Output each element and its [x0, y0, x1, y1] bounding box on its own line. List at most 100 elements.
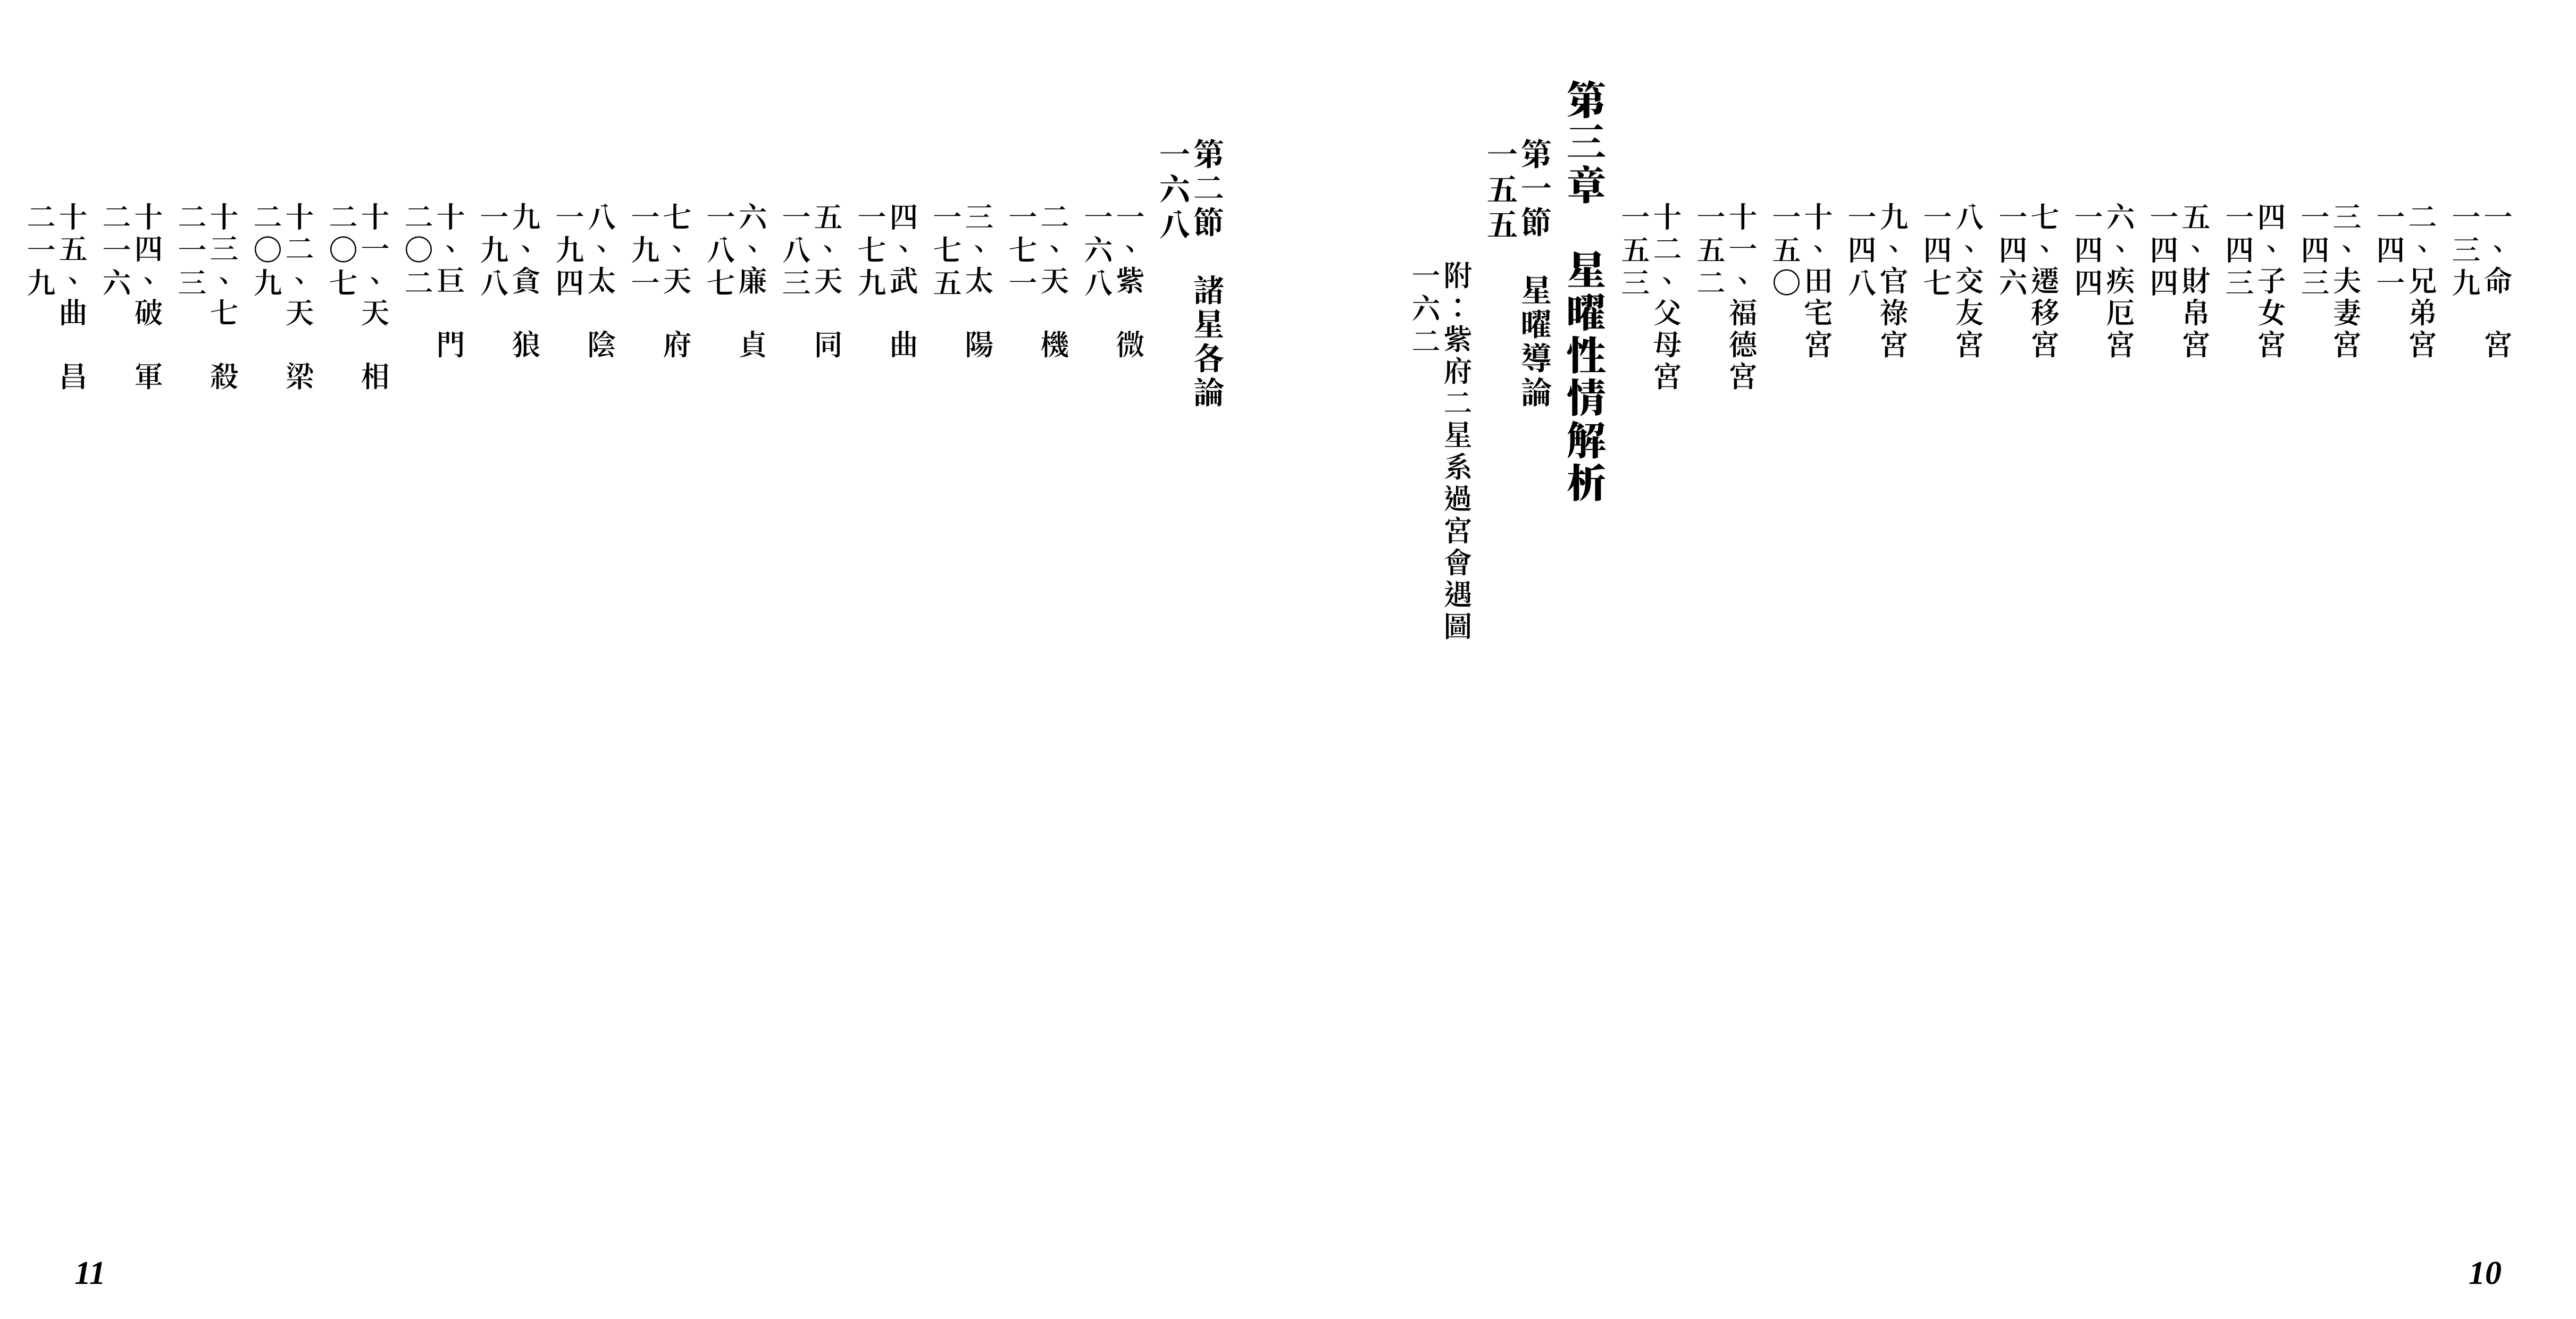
dot-leaders: [961, 212, 965, 1160]
toc-entry: 十、田宅宮一五〇: [1772, 80, 1833, 1170]
dot-leaders: [1518, 148, 1521, 1160]
entry-page: 一九四: [555, 202, 584, 1170]
toc-entry: 十、巨 門二〇二: [404, 80, 465, 1170]
toc-entry: 十四、破 軍二一六: [102, 80, 163, 1170]
dot-leaders: [1725, 212, 1728, 1160]
dot-leaders: [2480, 212, 2483, 1160]
entry-page: 一五三: [1621, 202, 1650, 1170]
entry-page: 一七一: [1008, 202, 1037, 1170]
entry-title: 五、財帛宮: [2181, 202, 2210, 1170]
dot-leaders: [810, 212, 814, 1160]
entry-title: 三、太 陽: [965, 202, 993, 1170]
entry-title: 七、天 府: [663, 202, 691, 1170]
entry-title: 一、命 宮: [2483, 202, 2512, 1170]
dot-leaders: [55, 212, 58, 1160]
entry-title: 附：紫府二星系過宮會遇圖: [1443, 261, 1472, 1170]
dot-leaders: [1190, 148, 1193, 1160]
section-heading: 第二節 諸星各論一六八: [1159, 80, 1224, 1170]
page-right: 一、命 宮一三九二、兄弟宮一四一三、夫妻宮一四三四、子女宮一四三五、財帛宮一四四…: [1288, 0, 2576, 1319]
dot-leaders: [584, 212, 587, 1160]
entry-title: 二、兄弟宮: [2408, 202, 2437, 1170]
entry-page: 一七九: [857, 202, 886, 1170]
dot-leaders: [508, 212, 512, 1160]
entry-title: 第三章 星曜性情解析: [1567, 80, 1606, 1170]
chapter-heading: 第三章 星曜性情解析: [1567, 80, 1606, 1170]
entry-page: 一四三: [2225, 202, 2254, 1170]
entry-title: 四、子女宮: [2257, 202, 2286, 1170]
entry-page: 一六八: [1159, 138, 1190, 1170]
dot-leaders: [282, 212, 285, 1160]
dot-leaders: [1440, 270, 1443, 1160]
toc-entry: 四、武 曲一七九: [857, 80, 918, 1170]
toc-entry: 五、財帛宮一四四: [2150, 80, 2210, 1170]
toc-entry: 一、紫 微一六八: [1084, 80, 1144, 1170]
entry-title: 五、天 同: [814, 202, 842, 1170]
dot-leaders: [1650, 212, 1653, 1160]
page-number-right: 10: [2469, 1255, 2502, 1292]
toc-entry: 附：紫府二星系過宮會遇圖一六二: [1411, 80, 1472, 1170]
entry-page: 一四三: [2301, 202, 2329, 1170]
entry-page: 一四一: [2376, 202, 2405, 1170]
entry-title: 十二、天 梁: [285, 202, 314, 1170]
entry-title: 十一、福德宮: [1728, 202, 1757, 1170]
toc-columns-right: 一、命 宮一三九二、兄弟宮一四一三、夫妻宮一四三四、子女宮一四三五、財帛宮一四四…: [1352, 80, 2512, 1170]
entry-title: 八、交友宮: [1955, 202, 1984, 1170]
entry-page: 二〇七: [329, 202, 357, 1170]
entry-page: 一四四: [2150, 202, 2178, 1170]
toc-entry: 三、太 陽一七五: [933, 80, 993, 1170]
toc-entry: 八、太 陰一九四: [555, 80, 616, 1170]
page-left: 第二節 諸星各論一六八一、紫 微一六八二、天 機一七一三、太 陽一七五四、武 曲…: [0, 0, 1288, 1319]
dot-leaders: [2027, 212, 2030, 1160]
toc-entry: 十一、福德宮一五二: [1696, 80, 1757, 1170]
entry-title: 十四、破 軍: [134, 202, 163, 1170]
entry-title: 第二節 諸星各論: [1193, 138, 1224, 1170]
toc-entry: 二、天 機一七一: [1008, 80, 1069, 1170]
entry-page: 一七五: [933, 202, 961, 1170]
dot-leaders: [2254, 212, 2257, 1160]
entry-page: 一五〇: [1772, 202, 1801, 1170]
entry-page: 二〇九: [253, 202, 282, 1170]
dot-leaders: [1801, 212, 1804, 1160]
entry-page: 一三九: [2452, 202, 2480, 1170]
section-heading: 第一節 星曜導論一五五: [1487, 80, 1552, 1170]
entry-page: 二一三: [178, 202, 206, 1170]
entry-page: 一五五: [1487, 138, 1518, 1170]
toc-entry: 十二、天 梁二〇九: [253, 80, 314, 1170]
toc-entry: 四、子女宮一四三: [2225, 80, 2286, 1170]
toc-entry: 八、交友宮一四七: [1923, 80, 1984, 1170]
toc-entry: 七、遷移宮一四六: [1998, 80, 2059, 1170]
toc-entry: 九、官祿宮一四八: [1847, 80, 1908, 1170]
entry-page: 一八三: [782, 202, 810, 1170]
entry-page: 一九八: [480, 202, 508, 1170]
entry-page: 一六八: [1084, 202, 1113, 1170]
entry-page: 一四六: [1998, 202, 2027, 1170]
entry-title: 十三、七 殺: [210, 202, 238, 1170]
entry-page: 一四八: [1847, 202, 1876, 1170]
toc-entry: 十三、七 殺二一三: [178, 80, 238, 1170]
entry-title: 二、天 機: [1040, 202, 1069, 1170]
entry-title: 九、官祿宮: [1879, 202, 1908, 1170]
entry-page: 一五二: [1696, 202, 1725, 1170]
entry-page: 一四七: [1923, 202, 1952, 1170]
entry-title: 一、紫 微: [1116, 202, 1144, 1170]
entry-title: 六、疾厄宮: [2106, 202, 2135, 1170]
dot-leaders: [1037, 212, 1040, 1160]
entry-title: 十、巨 門: [436, 202, 465, 1170]
entry-title: 七、遷移宮: [2030, 202, 2059, 1170]
dot-leaders: [2103, 212, 2106, 1160]
dot-leaders: [433, 212, 436, 1160]
entry-title: 九、貪 狼: [512, 202, 540, 1170]
dot-leaders: [1952, 212, 1955, 1160]
toc-entry: 一、命 宮一三九: [2452, 80, 2512, 1170]
toc-entry: 五、天 同一八三: [782, 80, 842, 1170]
dot-leaders: [735, 212, 738, 1160]
toc-entry: 十二、父母宮一五三: [1621, 80, 1682, 1170]
dot-leaders: [2405, 212, 2408, 1160]
dot-leaders: [357, 212, 361, 1160]
entry-title: 十、田宅宮: [1804, 202, 1833, 1170]
dot-leaders: [1876, 212, 1879, 1160]
toc-entry: 六、廉 貞一八七: [706, 80, 767, 1170]
dot-leaders: [2178, 212, 2181, 1160]
entry-page: 二一六: [102, 202, 131, 1170]
entry-page: 二〇二: [404, 202, 433, 1170]
